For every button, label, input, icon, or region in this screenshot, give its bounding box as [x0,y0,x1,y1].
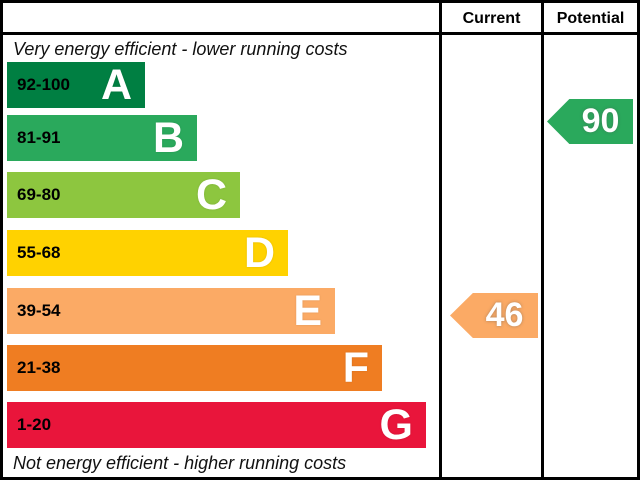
current-rating-arrow: 46 [450,293,538,338]
band-range-label: 55-68 [17,243,61,262]
current-column-divider [439,3,442,477]
band-range-label: 81-91 [17,128,61,147]
header-divider [3,32,637,35]
band-letter: A [100,61,132,109]
band-letter: D [243,229,275,277]
potential-rating-value: 90 [581,102,620,140]
bottom-caption: Not energy efficient - higher running co… [13,453,347,473]
potential-column-header: Potential [556,10,625,27]
top-caption: Very energy efficient - lower running co… [13,39,348,59]
band-row-e: 39-54 E [7,288,335,334]
band-row-c: 69-80 C [7,172,240,218]
band-row-d: 55-68 D [7,230,288,276]
band-row-b: 81-91 B [7,115,197,161]
band-range-label: 21-38 [17,358,61,377]
band-letter: F [342,344,369,392]
band-letter: E [293,287,322,335]
band-letter: C [195,171,227,219]
band-letter: B [152,114,184,162]
potential-rating-arrow: 90 [547,99,633,144]
current-rating-value: 46 [485,296,524,334]
band-row-a: 92-100 A [7,62,145,108]
band-range-label: 92-100 [17,75,70,94]
band-range-label: 39-54 [17,301,61,320]
band-row-f: 21-38 F [7,345,382,391]
band-range-label: 1-20 [17,415,52,434]
band-letter: G [379,401,413,449]
current-column-header: Current [462,10,521,27]
band-range-label: 69-80 [17,185,61,204]
band-row-g: 1-20 G [7,402,426,448]
potential-column-divider [541,3,544,477]
